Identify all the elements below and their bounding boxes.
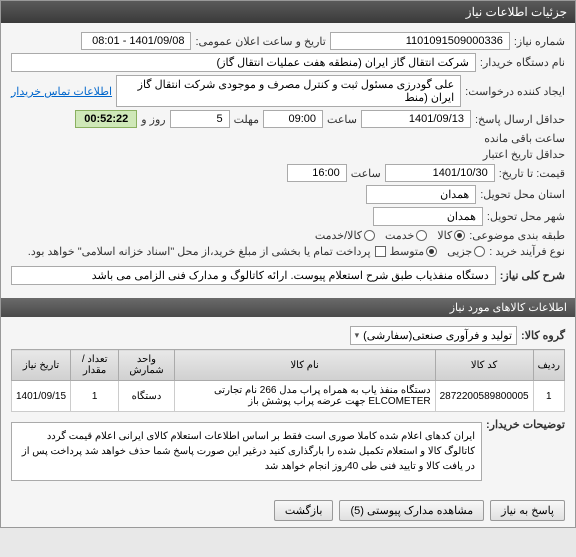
buyer-notes: ایران کدهای اعلام شده کاملا صوری است فقط…: [11, 422, 482, 481]
radio-both-label: کالا/خدمت: [315, 229, 362, 242]
attachments-button[interactable]: مشاهده مدارک پیوستی (5): [339, 500, 484, 521]
credit-label2: قیمت: تا تاریخ:: [499, 167, 565, 180]
deadline-hour: 09:00: [263, 110, 323, 128]
items-table: ردیف کد کالا نام کالا واحد شمارش تعداد /…: [11, 349, 565, 412]
deadline-hour-label: ساعت: [327, 113, 357, 126]
col-name: نام کالا: [174, 350, 435, 381]
cell-date: 1401/09/15: [12, 381, 71, 412]
reply-button[interactable]: پاسخ به نیاز: [490, 500, 565, 521]
credit-date: 1401/10/30: [385, 164, 495, 182]
remain-label: ساعت باقی مانده: [484, 132, 565, 145]
radio-medium-label: متوسط: [390, 245, 425, 258]
deadline-label: حداقل ارسال پاسخ:: [475, 113, 565, 126]
col-row: ردیف: [533, 350, 564, 381]
col-code: کد کالا: [435, 350, 533, 381]
deadline-days: 5: [170, 110, 230, 128]
col-unit: واحد شمارش: [119, 350, 174, 381]
buyer-value: شرکت انتقال گاز ایران (منطقه هفت عملیات …: [11, 53, 476, 72]
contact-link[interactable]: اطلاعات تماس خریدار: [11, 85, 112, 98]
province-value: همدان: [366, 185, 476, 204]
summary-value: دستگاه منفذیاب طبق شرح استعلام پیوست. ار…: [11, 266, 496, 285]
announce-value: 1401/09/08 - 08:01: [81, 32, 191, 50]
radio-both[interactable]: [364, 230, 375, 241]
cell-row: 1: [533, 381, 564, 412]
col-qty: تعداد / مقدار: [71, 350, 119, 381]
countdown-timer: 00:52:22: [75, 110, 137, 128]
group-label: گروه کالا:: [521, 329, 565, 342]
back-button[interactable]: بازگشت: [274, 500, 334, 521]
group-dropdown[interactable]: تولید و فرآوری صنعتی(سفارشی): [350, 326, 517, 345]
process-note: پرداخت تمام یا بخشی از مبلغ خرید،از محل …: [28, 245, 371, 258]
radio-minor[interactable]: [474, 246, 485, 257]
category-label: طبقه بندی موضوعی:: [469, 229, 565, 242]
province-label: استان محل تحویل:: [480, 188, 565, 201]
cell-unit: دستگاه: [119, 381, 174, 412]
process-label: نوع فرآیند خرید :: [489, 245, 565, 258]
category-radios: کالا خدمت کالا/خدمت: [315, 229, 465, 242]
radio-minor-label: جزیی: [447, 245, 472, 258]
radio-service-label: خدمت: [385, 229, 414, 242]
radio-medium[interactable]: [426, 246, 437, 257]
credit-hour-label: ساعت: [351, 167, 381, 180]
requester-label: ایجاد کننده درخواست:: [465, 85, 565, 98]
need-number-value: 1101091509000336: [330, 32, 510, 50]
cell-code: 2872200589800005: [435, 381, 533, 412]
requester-value: علی گودرزی مسئول ثبت و کنترل مصرف و موجو…: [116, 75, 461, 107]
radio-goods-label: کالا: [437, 229, 452, 242]
need-number-label: شماره نیاز:: [514, 35, 565, 48]
deadline-date: 1401/09/13: [361, 110, 471, 128]
credit-hour: 16:00: [287, 164, 347, 182]
summary-label: شرح کلی نیاز:: [500, 269, 565, 282]
deadline-label2: روز و: [141, 113, 165, 126]
col-date: تاریخ نیاز: [12, 350, 71, 381]
cell-name: دستگاه منفذ یاب به همراه پراب مدل 266 نا…: [174, 381, 435, 412]
group-value: تولید و فرآوری صنعتی(سفارشی): [363, 329, 512, 342]
announce-label: تاریخ و ساعت اعلان عمومی:: [195, 35, 325, 48]
cell-qty: 1: [71, 381, 119, 412]
city-label: شهر محل تحویل:: [487, 210, 565, 223]
buyer-notes-label: توضیحات خریدار:: [486, 418, 565, 431]
buyer-label: نام دستگاه خریدار:: [480, 56, 565, 69]
process-radios: جزیی متوسط: [390, 245, 486, 258]
credit-label: حداقل تاریخ اعتبار: [483, 148, 565, 161]
treasury-checkbox[interactable]: [375, 246, 386, 257]
city-value: همدان: [373, 207, 483, 226]
radio-service[interactable]: [416, 230, 427, 241]
items-header: اطلاعات کالاهای مورد نیاز: [1, 298, 575, 317]
deadline-days-label: مهلت: [234, 113, 259, 126]
radio-goods[interactable]: [454, 230, 465, 241]
panel-title: جزئیات اطلاعات نیاز: [1, 1, 575, 23]
table-row[interactable]: 1 2872200589800005 دستگاه منفذ یاب به هم…: [12, 381, 565, 412]
need-details-panel: جزئیات اطلاعات نیاز شماره نیاز: 11010915…: [0, 0, 576, 528]
